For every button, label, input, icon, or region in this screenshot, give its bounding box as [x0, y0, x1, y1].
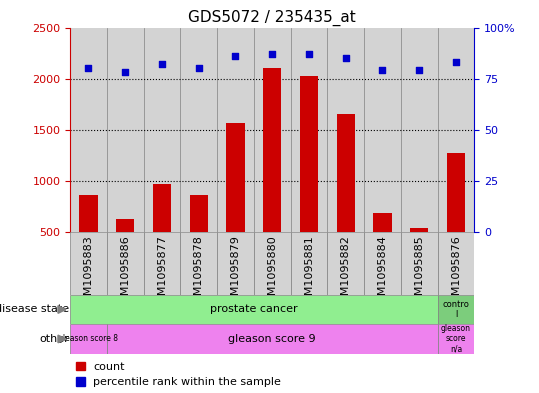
Text: contro
l: contro l [443, 300, 469, 319]
Point [268, 51, 277, 57]
Bar [70, 28, 107, 232]
Point [415, 67, 424, 73]
Text: gleason score 8: gleason score 8 [58, 334, 119, 343]
Text: GSM1095881: GSM1095881 [304, 235, 314, 310]
Bar [181, 28, 217, 232]
Bar [107, 28, 143, 232]
Title: GDS5072 / 235435_at: GDS5072 / 235435_at [188, 10, 356, 26]
Bar [373, 213, 392, 283]
Text: GSM1095880: GSM1095880 [267, 235, 277, 310]
Bar [364, 28, 401, 232]
Bar [291, 28, 327, 232]
Point [121, 69, 129, 75]
Point [157, 61, 166, 68]
Text: disease state: disease state [0, 305, 70, 314]
Text: GSM1095885: GSM1095885 [414, 235, 424, 310]
Bar [70, 324, 107, 354]
Point [452, 59, 460, 65]
Bar [401, 28, 438, 232]
Bar [438, 232, 474, 295]
Bar [447, 153, 465, 283]
Point [305, 51, 313, 57]
Bar [364, 232, 401, 295]
Text: GSM1095883: GSM1095883 [84, 235, 93, 310]
Text: GSM1095878: GSM1095878 [194, 235, 204, 310]
Bar [116, 219, 134, 283]
Bar [438, 324, 474, 354]
Bar [300, 75, 318, 283]
Bar [401, 232, 438, 295]
Text: prostate cancer: prostate cancer [210, 305, 298, 314]
Bar [254, 28, 291, 232]
Text: GSM1095877: GSM1095877 [157, 235, 167, 310]
Bar [190, 195, 208, 283]
Bar [226, 123, 245, 283]
Bar [107, 232, 143, 295]
Text: gleason score 9: gleason score 9 [229, 334, 316, 344]
Bar [327, 232, 364, 295]
Bar [291, 232, 327, 295]
Legend: count, percentile rank within the sample: count, percentile rank within the sample [75, 362, 281, 387]
Text: GSM1095876: GSM1095876 [451, 235, 461, 310]
Bar [327, 28, 364, 232]
Bar [263, 68, 281, 283]
Bar [438, 295, 474, 324]
Bar [70, 232, 107, 295]
Bar [438, 28, 474, 232]
Bar [79, 195, 98, 283]
Bar [254, 232, 291, 295]
Bar [143, 28, 181, 232]
Point [195, 65, 203, 72]
Bar [181, 232, 217, 295]
Point [341, 55, 350, 61]
Bar [107, 324, 438, 354]
Bar [143, 232, 181, 295]
Bar [336, 114, 355, 283]
Text: gleason
score
n/a: gleason score n/a [441, 324, 471, 354]
Point [84, 65, 93, 72]
Point [378, 67, 387, 73]
Text: other: other [39, 334, 70, 344]
Bar [153, 184, 171, 283]
Bar [217, 28, 254, 232]
Text: GSM1095884: GSM1095884 [377, 235, 388, 310]
Text: GSM1095882: GSM1095882 [341, 235, 351, 310]
Bar [217, 232, 254, 295]
Text: GSM1095879: GSM1095879 [231, 235, 240, 310]
Point [231, 53, 240, 59]
Bar [410, 228, 429, 283]
Text: GSM1095886: GSM1095886 [120, 235, 130, 310]
